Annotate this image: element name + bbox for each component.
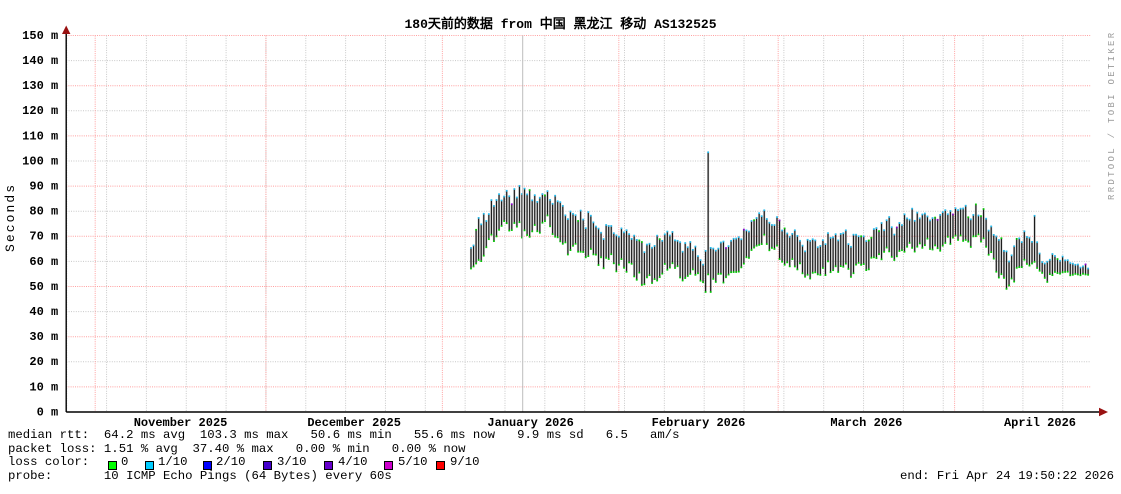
svg-text:March 2026: March 2026: [830, 416, 902, 430]
svg-text:40 m: 40 m: [29, 305, 58, 319]
svg-text:100 m: 100 m: [22, 154, 58, 168]
svg-text:70 m: 70 m: [29, 230, 58, 244]
svg-text:April 2026: April 2026: [1004, 416, 1076, 430]
svg-text:110 m: 110 m: [22, 129, 58, 143]
svg-text:80 m: 80 m: [29, 205, 58, 219]
svg-text:0 m: 0 m: [37, 405, 59, 419]
svg-text:150 m: 150 m: [22, 29, 58, 43]
svg-text:30 m: 30 m: [29, 330, 58, 344]
svg-text:130 m: 130 m: [22, 79, 58, 93]
svg-text:10 m: 10 m: [29, 380, 58, 394]
svg-text:120 m: 120 m: [22, 104, 58, 118]
svg-text:50 m: 50 m: [29, 280, 58, 294]
svg-text:60 m: 60 m: [29, 255, 58, 269]
svg-text:90 m: 90 m: [29, 180, 58, 194]
svg-text:20 m: 20 m: [29, 355, 58, 369]
svg-text:140 m: 140 m: [22, 54, 58, 68]
